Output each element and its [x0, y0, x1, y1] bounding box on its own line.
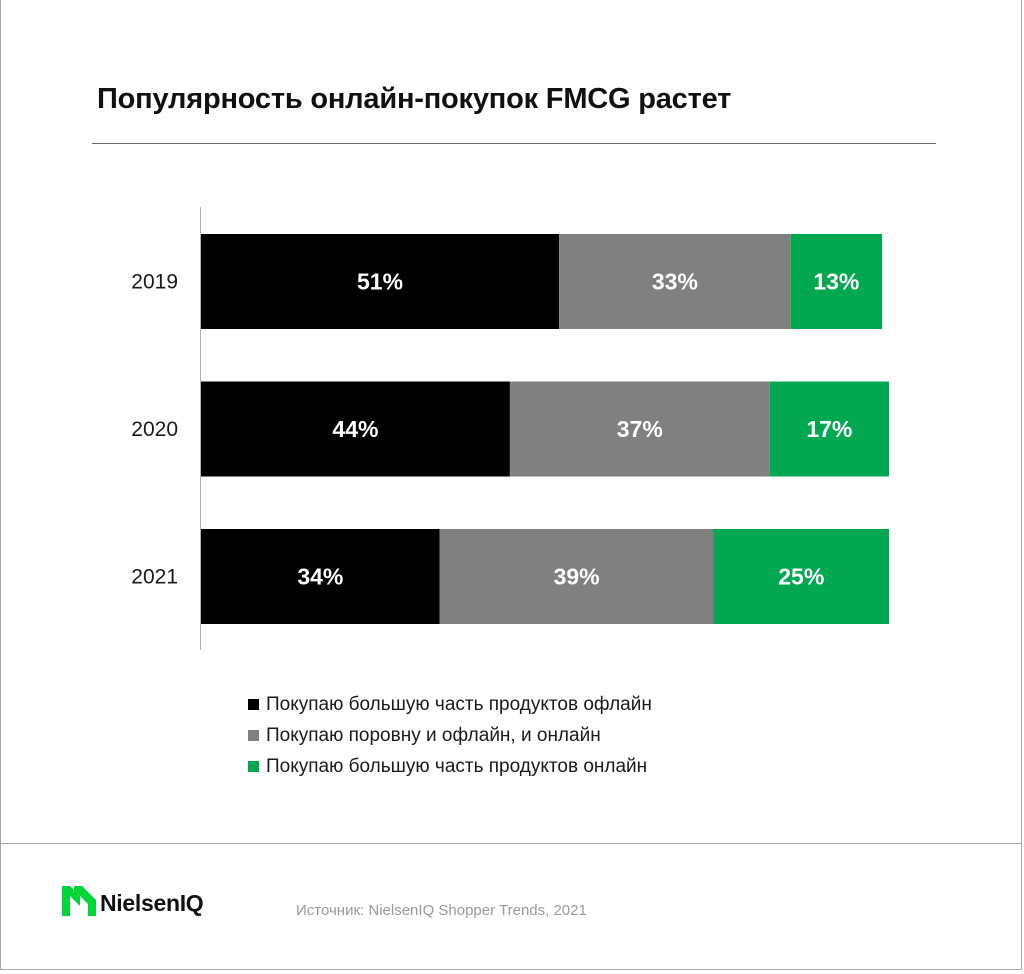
- footer-divider: [0, 843, 1022, 844]
- bar-2020-series-3: [769, 381, 890, 477]
- category-label-2021: 2021: [131, 566, 178, 589]
- stacked-bar-chart: 2019 51% 33% 13% 2020 44% 37% 17% 2021 34% 39% 25%: [131, 207, 890, 650]
- legend-label: Покупаю поровну и офлайн, и онлайн: [266, 724, 601, 746]
- legend-item-2: Покупаю поровну и офлайн, и онлайн: [248, 720, 652, 751]
- bar-2019-series-1: [201, 234, 560, 329]
- category-label-2020: 2020: [131, 418, 178, 441]
- value-label-2021-series-3: 25%: [778, 564, 824, 590]
- value-label-2021-series-1: 34%: [297, 564, 343, 590]
- value-label-2019-series-2: 33%: [652, 269, 698, 295]
- title-divider: [92, 143, 936, 144]
- value-label-2019-series-3: 13%: [813, 269, 859, 295]
- nielseniq-logo: NielsenIQ: [62, 884, 204, 918]
- value-label-2021-series-2: 39%: [554, 564, 600, 590]
- legend-item-3: Покупаю большую часть продуктов онлайн: [248, 751, 652, 782]
- legend-label: Покупаю большую часть продуктов офлайн: [266, 693, 652, 715]
- chart-title: Популярность онлайн-покупок FMCG растет: [97, 83, 732, 115]
- chart-legend: Покупаю большую часть продуктов офлайн По…: [248, 689, 652, 782]
- bar-2020-series-2: [509, 381, 770, 477]
- bar-2021-series-1: [201, 529, 440, 624]
- category-label-2019: 2019: [131, 271, 178, 294]
- legend-swatch: [248, 761, 259, 772]
- nielseniq-mark-icon: [62, 886, 96, 916]
- value-label-2019-series-1: 51%: [357, 269, 403, 295]
- legend-swatch: [248, 699, 259, 710]
- value-label-2020-series-1: 44%: [332, 416, 378, 442]
- value-label-2020-series-2: 37%: [617, 416, 663, 442]
- value-label-2020-series-3: 17%: [806, 416, 852, 442]
- legend-label: Покупаю большую часть продуктов онлайн: [266, 755, 648, 777]
- bar-2021-series-3: [713, 529, 890, 624]
- bar-2021-series-2: [439, 529, 714, 624]
- bar-2020-series-1: [201, 381, 510, 477]
- legend-item-1: Покупаю большую часть продуктов офлайн: [248, 689, 652, 720]
- legend-swatch: [248, 730, 259, 741]
- brand-name: NielsenIQ: [100, 890, 204, 916]
- bar-2019-series-2: [559, 234, 791, 329]
- bar-2019-series-3: [790, 234, 882, 329]
- source-note: Источник: NielsenIQ Shopper Trends, 2021: [296, 902, 587, 919]
